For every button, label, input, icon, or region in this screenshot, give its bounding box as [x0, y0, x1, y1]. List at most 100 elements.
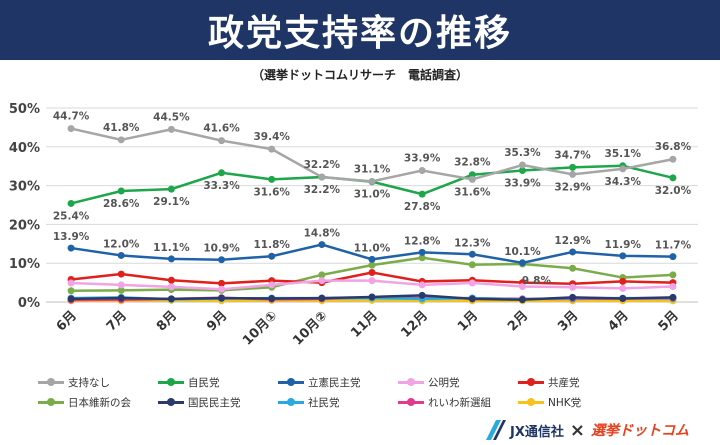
data-point	[218, 256, 226, 264]
data-label: 31.6%	[253, 186, 290, 198]
data-point	[318, 277, 326, 285]
legend-swatch	[158, 377, 184, 386]
data-point	[268, 281, 276, 289]
data-point	[669, 253, 677, 261]
data-point	[218, 285, 226, 293]
data-label: 32.8%	[454, 157, 491, 169]
legend-label: 立憲民主党	[308, 376, 361, 389]
data-point	[368, 177, 376, 185]
data-label: 33.9%	[504, 177, 541, 189]
data-label: 13.9%	[53, 231, 90, 243]
data-label: 9.8%	[522, 275, 552, 287]
data-point	[167, 295, 175, 303]
x-tick-label: 8月	[154, 308, 180, 334]
legend-label: NHK党	[548, 396, 582, 409]
legend-label: 公明党	[428, 376, 460, 389]
data-label: 11.1%	[153, 242, 190, 254]
data-label: 41.6%	[203, 123, 240, 135]
legend-row: 日本維新の会 国民民主党 社民党 れいわ新選組 NHK党	[38, 392, 638, 412]
data-point	[569, 283, 577, 291]
x-tick-label: 4月	[605, 308, 631, 334]
data-label: 12.0%	[103, 238, 140, 250]
data-label: 33.9%	[404, 152, 441, 164]
legend-marker	[407, 377, 415, 386]
data-point	[619, 165, 627, 173]
data-label: 12.3%	[454, 237, 491, 249]
legend-marker	[167, 377, 175, 386]
data-label: 31.0%	[354, 189, 391, 201]
data-label: 41.8%	[103, 122, 140, 134]
data-label: 11.0%	[354, 242, 391, 254]
legend-marker	[287, 397, 295, 406]
legend-label: 日本維新の会	[68, 396, 131, 409]
data-point	[669, 271, 677, 279]
legend-marker	[167, 397, 175, 406]
data-point	[619, 252, 627, 260]
legend-swatch	[158, 397, 184, 406]
data-point	[167, 185, 175, 193]
data-point	[318, 173, 326, 181]
data-point	[368, 293, 376, 301]
data-label: 33.3%	[203, 180, 240, 192]
data-label: 14.8%	[304, 228, 341, 240]
data-point	[318, 241, 326, 249]
data-point	[518, 259, 526, 267]
y-tick-label: 30%	[9, 180, 40, 195]
data-label: 10.1%	[504, 246, 541, 258]
data-label: 11.7%	[655, 240, 692, 252]
legend-swatch	[278, 397, 304, 406]
legend-item: 自民党	[158, 375, 278, 390]
data-label: 35.3%	[504, 147, 541, 159]
data-point	[518, 282, 526, 290]
data-label: 39.4%	[253, 131, 290, 143]
x-tick-label: 12月	[398, 308, 431, 341]
jx-logo-icon	[484, 420, 506, 440]
data-point	[167, 255, 175, 263]
x-tick-label: 10月①	[240, 308, 280, 348]
legend-marker	[47, 397, 55, 406]
data-label: 29.1%	[153, 196, 190, 208]
data-label: 28.6%	[103, 198, 140, 210]
data-point	[468, 295, 476, 303]
legend-label: 自民党	[188, 376, 220, 389]
y-tick-label: 0%	[18, 296, 40, 311]
data-point	[468, 175, 476, 183]
data-point	[268, 175, 276, 183]
legend-row: 支持なし 自民党 立憲民主党 公明党 共産党	[38, 372, 638, 392]
footer-brand: JX通信社 × 選挙ドットコム	[484, 418, 689, 442]
data-point	[117, 187, 125, 195]
legend-item: 日本維新の会	[38, 395, 158, 410]
data-point	[218, 294, 226, 302]
chart-subtitle: （選挙ドットコムリサーチ 電話調査）	[251, 68, 468, 82]
data-point	[569, 248, 577, 256]
data-label: 32.9%	[554, 181, 591, 193]
x-tick-label: 3月	[555, 308, 581, 334]
x-tick-label: 6月	[54, 308, 80, 334]
data-point	[117, 286, 125, 294]
data-label: 34.3%	[605, 176, 642, 188]
data-point	[218, 137, 226, 145]
data-point	[268, 145, 276, 153]
data-point	[518, 166, 526, 174]
x-tick-label: 11月	[348, 308, 381, 341]
data-point	[518, 296, 526, 304]
y-tick-label: 10%	[9, 257, 40, 272]
data-point	[67, 295, 75, 303]
chart-legend: 支持なし 自民党 立憲民主党 公明党 共産党 日本維新の会 国民民主党 社民党 れいわ新選組 NH…	[38, 372, 638, 412]
data-point	[67, 199, 75, 207]
data-point	[117, 270, 125, 278]
legend-label: れいわ新選組	[428, 396, 491, 409]
data-point	[117, 251, 125, 259]
data-point	[368, 277, 376, 285]
data-label: 32.0%	[655, 185, 692, 197]
header-banner: 政党支持率の推移	[0, 0, 720, 60]
data-label: 35.1%	[605, 148, 642, 160]
legend-label: 社民党	[308, 396, 340, 409]
data-point	[569, 163, 577, 171]
legend-item: 公明党	[398, 375, 518, 390]
legend-swatch	[38, 377, 64, 386]
x-tick-label: 10月②	[290, 308, 330, 348]
data-point	[318, 271, 326, 279]
data-point	[117, 281, 125, 289]
